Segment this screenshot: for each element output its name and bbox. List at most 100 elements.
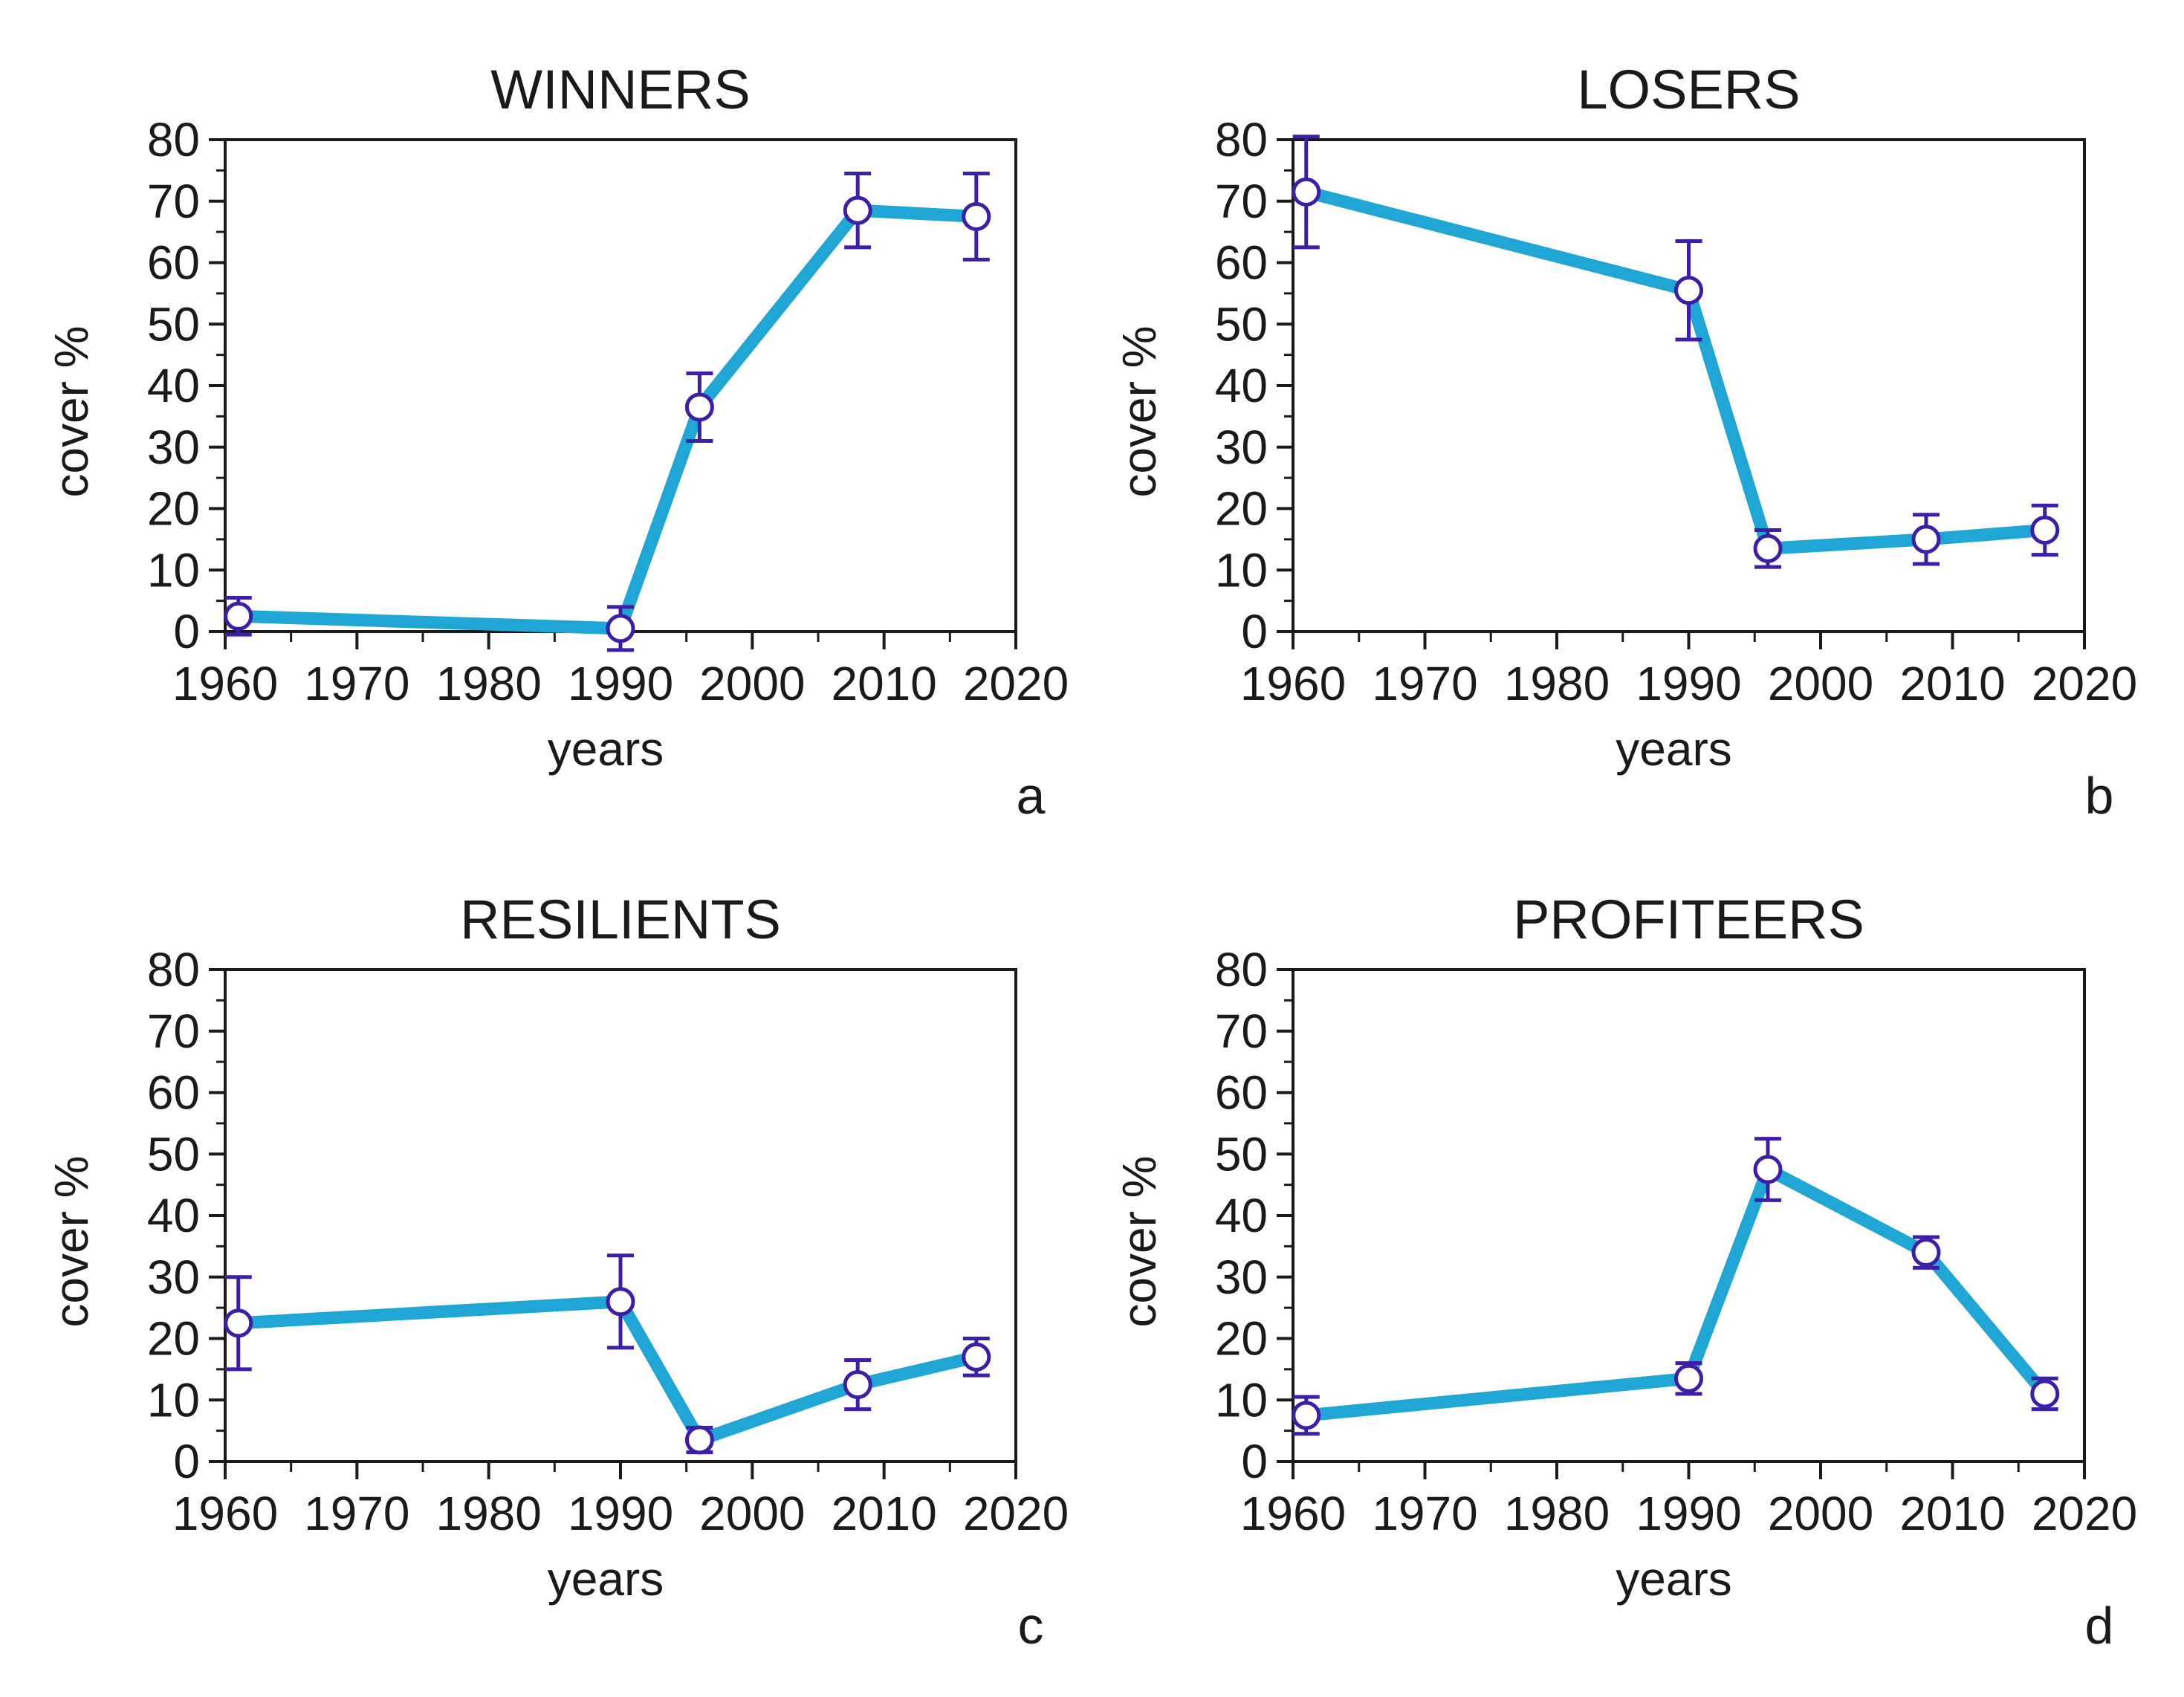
x-tick-label: 1990 xyxy=(1636,657,1741,710)
panel-letter: d xyxy=(2085,1597,2114,1655)
y-tick-label: 0 xyxy=(173,605,200,658)
data-point xyxy=(684,1425,714,1455)
chart-title: LOSERS xyxy=(1577,59,1800,120)
x-tick-label: 2020 xyxy=(963,657,1069,710)
plot-frame xyxy=(224,968,1017,1463)
x-tick-label: 1990 xyxy=(568,657,673,710)
data-point xyxy=(962,1342,991,1372)
x-tick-label: 1990 xyxy=(568,1487,673,1540)
y-tick-label: 0 xyxy=(1241,1435,1268,1488)
y-tick-label: 20 xyxy=(147,1312,200,1366)
data-point xyxy=(2030,1379,2060,1409)
panel-letter: b xyxy=(2085,767,2114,825)
y-tick-label: 0 xyxy=(173,1435,200,1488)
chart-title: RESILIENTS xyxy=(460,889,781,950)
x-tick-label: 2020 xyxy=(2032,657,2137,710)
x-tick-label: 1960 xyxy=(172,1487,278,1540)
y-tick-label: 40 xyxy=(147,1189,200,1242)
x-tick-label: 1970 xyxy=(1372,657,1477,710)
x-tick-label: 1960 xyxy=(172,657,278,710)
y-axis-label: cover % xyxy=(45,325,98,497)
y-tick-label: 70 xyxy=(1215,175,1268,228)
y-tick-label: 70 xyxy=(1215,1005,1268,1058)
data-point xyxy=(2030,515,2060,545)
y-axis-label: cover % xyxy=(45,1155,98,1327)
x-axis-label: years xyxy=(548,1552,664,1606)
y-tick-label: 10 xyxy=(1215,543,1268,597)
data-point xyxy=(224,1308,253,1338)
data-point xyxy=(606,614,635,643)
y-tick-label: 80 xyxy=(147,943,200,996)
y-tick-label: 20 xyxy=(147,482,200,536)
y-tick-label: 10 xyxy=(1215,1373,1268,1427)
x-tick-label: 1970 xyxy=(304,1487,409,1540)
y-tick-label: 30 xyxy=(147,1250,200,1304)
x-axis-label: years xyxy=(1616,1552,1732,1606)
x-tick-label: 2000 xyxy=(1768,657,1873,710)
data-point xyxy=(843,195,872,225)
data-point xyxy=(1753,533,1783,563)
x-tick-label: 1980 xyxy=(435,657,541,710)
data-point xyxy=(1753,1155,1783,1184)
data-point xyxy=(1292,177,1321,207)
x-tick-label: 1960 xyxy=(1240,657,1346,710)
y-tick-label: 40 xyxy=(147,359,200,412)
panel-b: LOSERS 0 10 20 30 40 50 60 70 80 1960 1970 1980 1990 2… xyxy=(1112,59,2137,825)
y-tick-label: 70 xyxy=(147,1005,200,1058)
y-tick-label: 30 xyxy=(1215,1250,1268,1304)
chart-title: PROFITEERS xyxy=(1513,889,1864,950)
y-tick-label: 40 xyxy=(1215,1189,1268,1242)
chart-title: WINNERS xyxy=(490,59,750,120)
data-point xyxy=(1911,525,1941,554)
series-line xyxy=(232,204,983,635)
x-tick-label: 1980 xyxy=(1504,657,1610,710)
panel-d: PROFITEERS 0 10 20 30 40 50 60 70 80 1960 1970 1980 1… xyxy=(1112,889,2137,1655)
x-tick-label: 2010 xyxy=(1899,657,2005,710)
y-tick-label: 50 xyxy=(1215,1127,1268,1181)
y-tick-label: 80 xyxy=(1215,113,1268,166)
panel-letter: a xyxy=(1017,767,1046,825)
y-tick-label: 60 xyxy=(147,1066,200,1120)
data-point xyxy=(224,601,253,631)
data-point xyxy=(1674,276,1703,305)
data-point xyxy=(684,392,714,422)
x-tick-label: 2020 xyxy=(963,1487,1069,1540)
y-tick-label: 50 xyxy=(147,297,200,351)
y-tick-label: 20 xyxy=(1215,482,1268,536)
y-tick-label: 70 xyxy=(147,175,200,228)
data-point xyxy=(1911,1238,1941,1268)
x-tick-label: 2010 xyxy=(831,657,936,710)
x-tick-label: 2000 xyxy=(1768,1487,1873,1540)
x-tick-label: 1990 xyxy=(1636,1487,1741,1540)
x-tick-label: 1960 xyxy=(1240,1487,1346,1540)
panel-a: WINNERS 0 10 20 30 40 50 60 70 80 1960 1970 1980 1990… xyxy=(45,59,1069,825)
x-tick-label: 2010 xyxy=(831,1487,936,1540)
panel-c: RESILIENTS 0 10 20 30 40 50 60 70 80 1960 1970 1980 1… xyxy=(45,889,1069,1655)
x-tick-label: 2000 xyxy=(699,657,805,710)
y-axis-label: cover % xyxy=(1112,1155,1166,1327)
y-axis-label: cover % xyxy=(1112,325,1166,497)
x-tick-label: 2020 xyxy=(2032,1487,2137,1540)
x-axis-label: years xyxy=(1616,722,1732,776)
x-tick-label: 1970 xyxy=(304,657,409,710)
data-point xyxy=(1674,1363,1703,1393)
y-tick-label: 40 xyxy=(1215,359,1268,412)
x-tick-label: 2000 xyxy=(699,1487,805,1540)
data-point xyxy=(1292,1401,1321,1430)
y-tick-label: 10 xyxy=(147,1373,200,1427)
y-tick-label: 10 xyxy=(147,543,200,597)
x-tick-label: 2010 xyxy=(1899,1487,2005,1540)
data-point xyxy=(606,1287,635,1317)
y-tick-label: 60 xyxy=(1215,236,1268,290)
data-point xyxy=(962,201,991,231)
series-line xyxy=(232,1295,983,1447)
series-line xyxy=(1300,185,2052,555)
data-point xyxy=(843,1370,872,1400)
y-tick-label: 0 xyxy=(1241,605,1268,658)
y-tick-label: 20 xyxy=(1215,1312,1268,1366)
y-tick-label: 30 xyxy=(147,421,200,474)
y-tick-label: 60 xyxy=(147,236,200,290)
y-tick-label: 60 xyxy=(1215,1066,1268,1120)
panel-letter: c xyxy=(1018,1597,1044,1655)
